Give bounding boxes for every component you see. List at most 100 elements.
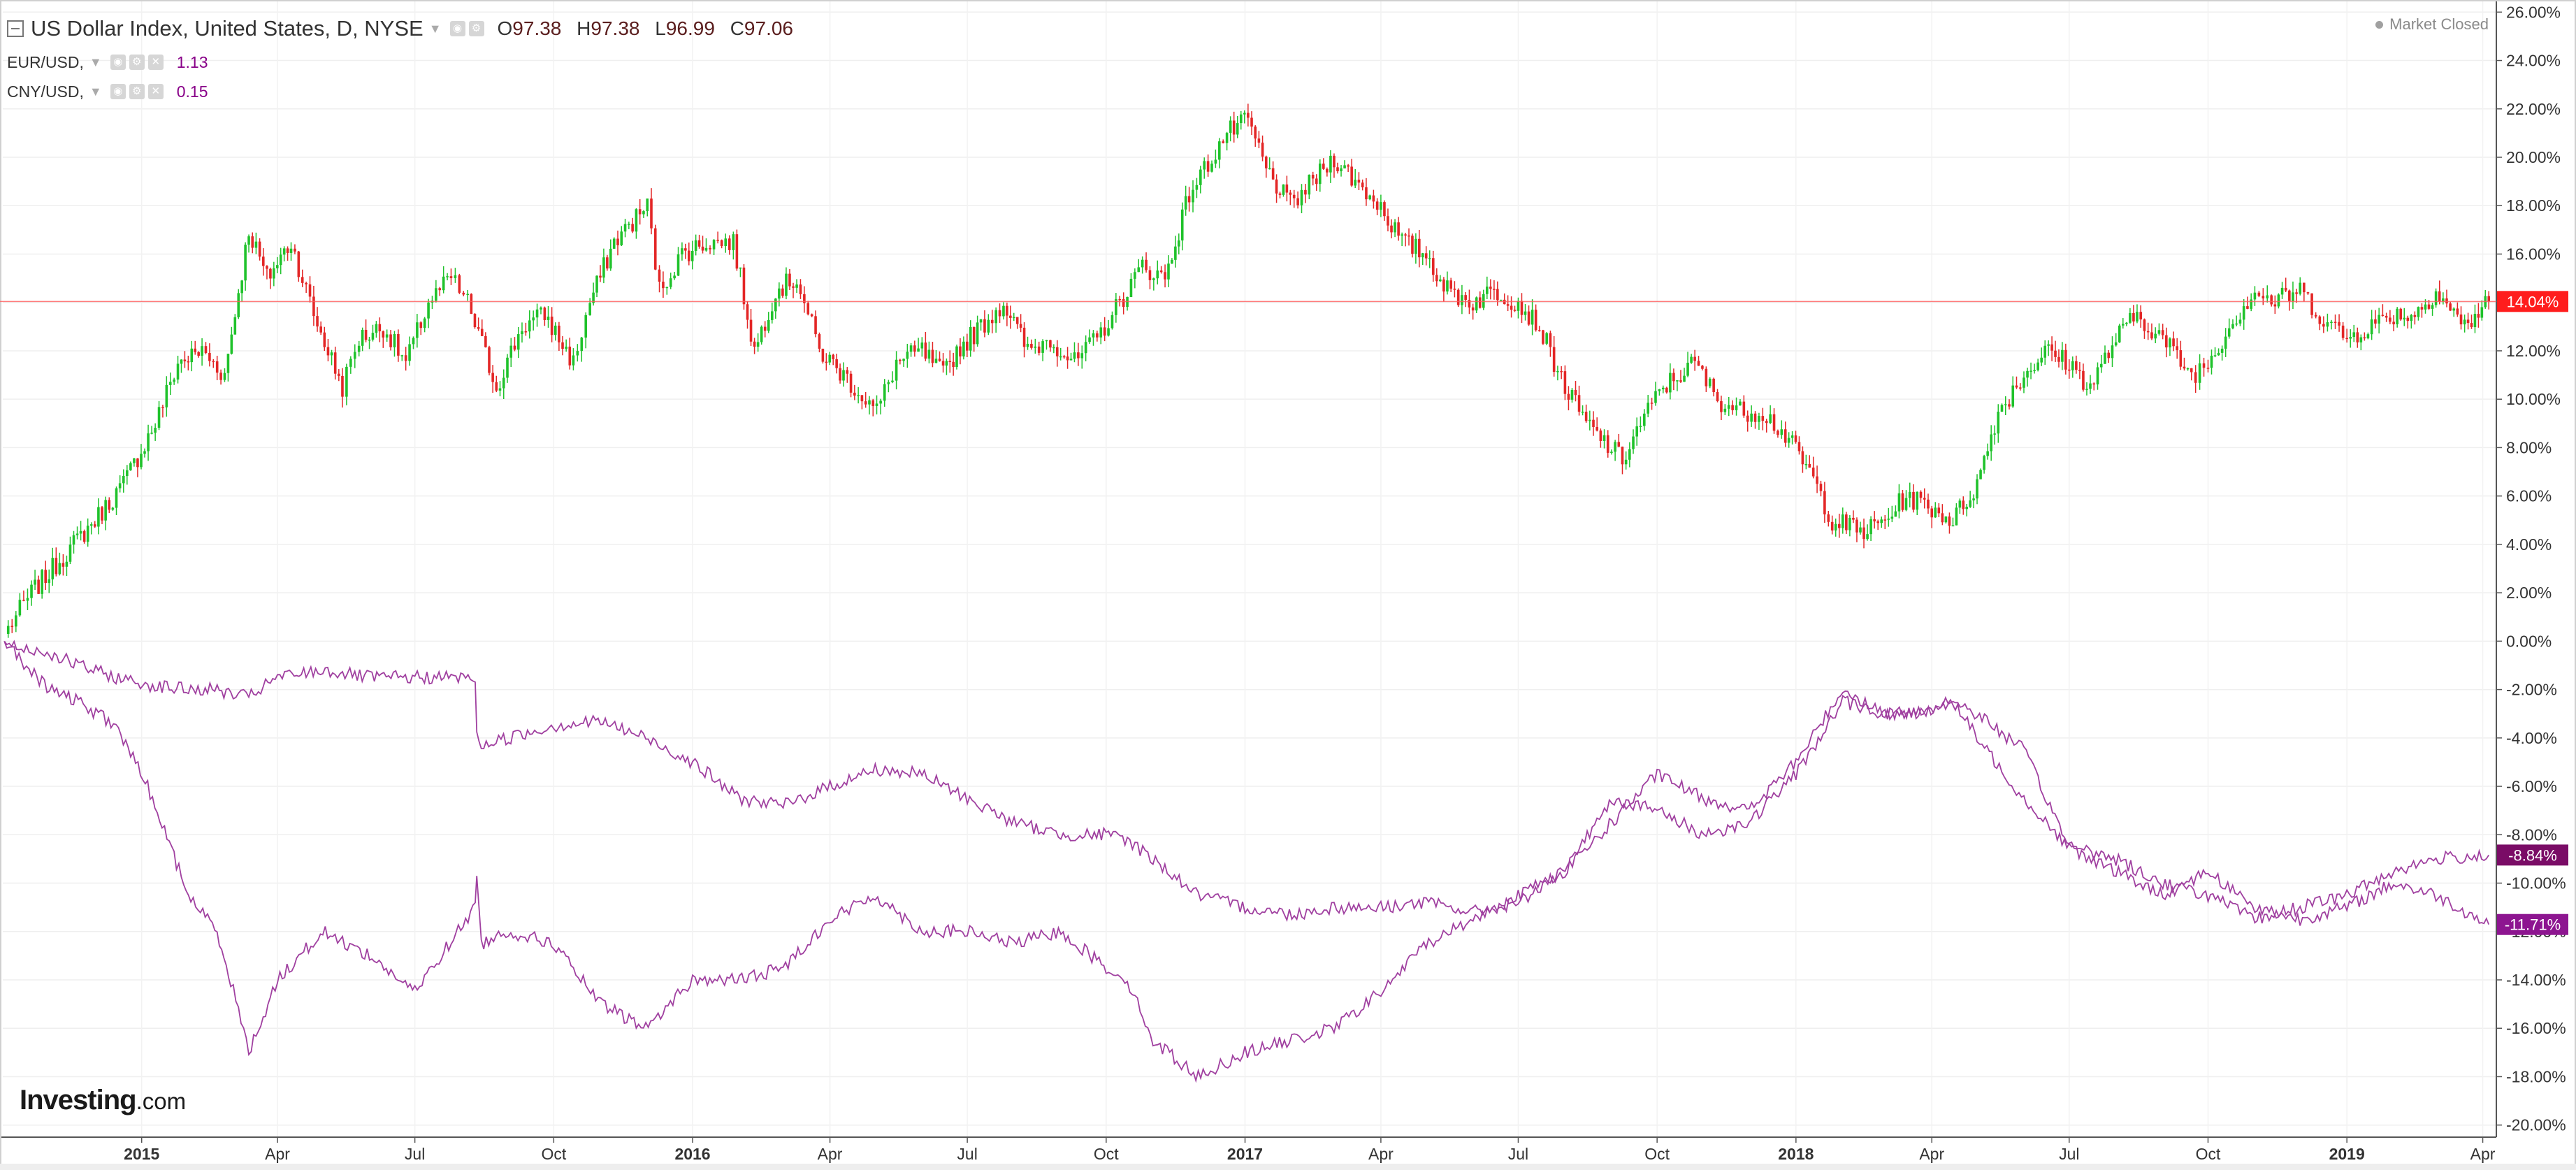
eye-icon[interactable]: ◉ (110, 55, 126, 70)
settings-icon[interactable]: ⚙ (468, 21, 484, 36)
candle-body (2341, 325, 2345, 338)
candle-body (966, 341, 969, 351)
candle-body (147, 433, 150, 452)
candle-body (767, 319, 770, 331)
candle-body (972, 326, 976, 345)
candle-body (1464, 295, 1467, 301)
candle-body (2075, 361, 2078, 370)
candle-body (1250, 117, 1253, 127)
chevron-down-icon[interactable]: ▼ (428, 21, 442, 36)
candle-body (2385, 315, 2388, 318)
main-series-title[interactable]: US Dollar Index, United States, D, NYSE (31, 16, 424, 41)
settings-icon[interactable]: ⚙ (129, 84, 145, 99)
candle-body (2054, 350, 2057, 357)
candle-body (2000, 405, 2004, 412)
eye-icon[interactable]: ◉ (110, 84, 126, 99)
candle-body (1683, 375, 1686, 382)
candle-body (1693, 356, 1696, 361)
candle-body (835, 359, 838, 368)
candle-body (1758, 416, 1760, 422)
candle-body (353, 352, 356, 359)
overlay-label[interactable]: CNY/USD, (7, 82, 84, 101)
settings-icon[interactable]: ⚙ (129, 55, 145, 70)
candle-body (1080, 353, 1084, 359)
candle-body (1177, 240, 1180, 247)
candle-body (2107, 352, 2111, 359)
candle-body (1397, 222, 1400, 236)
candle-body (1665, 387, 1668, 393)
candle-body (1944, 516, 1948, 523)
candle-body (1560, 370, 1563, 373)
candle-body (129, 463, 132, 470)
candle-body (2322, 324, 2325, 327)
open-label: O (497, 17, 513, 39)
candle-body (732, 234, 735, 250)
candle-body (1901, 493, 1904, 510)
candle-body (883, 384, 886, 401)
high-label: H (577, 17, 591, 39)
candle-body (785, 273, 788, 296)
candle-body (952, 361, 955, 368)
chevron-down-icon[interactable]: ▼ (89, 55, 102, 69)
candle-body (1542, 330, 1544, 344)
candle-body (183, 359, 187, 361)
candle-body (1614, 442, 1616, 452)
candle-body (1428, 258, 1431, 259)
candle-body (1236, 123, 1239, 135)
x-tick-label: Apr (818, 1145, 843, 1163)
close-icon[interactable]: ✕ (147, 55, 164, 70)
ohlc-values: O97.38 H97.38 L96.99 C97.06 (498, 17, 803, 40)
candle-body (2366, 334, 2370, 339)
candle-body (814, 316, 817, 335)
series-line-cnyusd (3, 641, 2490, 1083)
candle-body (1830, 521, 1834, 530)
candle-body (558, 325, 560, 342)
close-icon[interactable]: ✕ (147, 84, 164, 99)
candle-body (2210, 355, 2213, 368)
candle-body (1624, 459, 1628, 465)
candle-body (1517, 301, 1520, 311)
candle-body (1380, 202, 1382, 210)
candle-body (2213, 355, 2217, 356)
candle-body (2238, 319, 2242, 324)
legend-overlay-eurusd: EUR/USD, ▼ ◉ ⚙ ✕ 1.13 (7, 48, 803, 77)
candle-body (1883, 519, 1887, 521)
candle-body (2273, 304, 2277, 307)
candle-body (1092, 333, 1095, 338)
candle-body (273, 268, 275, 279)
brand-logo[interactable]: Investing.com (20, 1085, 186, 1116)
candle-body (1934, 507, 1937, 518)
candle-body (2330, 322, 2333, 324)
candle-body (1239, 114, 1243, 124)
candle-body (739, 267, 742, 269)
candle-body (2220, 348, 2224, 353)
eye-icon[interactable]: ◉ (449, 21, 465, 36)
candle-body (2427, 304, 2431, 309)
candle-body (2306, 292, 2310, 294)
candle-body (716, 240, 719, 241)
candle-body (1990, 434, 1992, 452)
candle-body (176, 363, 180, 380)
candle-body (1808, 464, 1811, 468)
candle-body (2284, 287, 2287, 291)
candle-body (1232, 120, 1236, 135)
candle-body (1187, 196, 1191, 203)
chevron-down-icon[interactable]: ▼ (89, 84, 102, 99)
candle-body (1372, 195, 1375, 202)
candle-body (1037, 346, 1041, 353)
candle-body (879, 400, 882, 404)
candle-body (1292, 194, 1296, 198)
candle-body (1650, 403, 1654, 404)
candle-body (1716, 392, 1719, 401)
candle-body (502, 377, 505, 389)
candle-body (1489, 287, 1492, 289)
candle-body (230, 334, 233, 354)
candle-body (969, 326, 972, 351)
collapse-icon[interactable] (7, 20, 24, 37)
candle-body (895, 359, 898, 381)
y-tick-label: -10.00% (2506, 874, 2566, 893)
candle-body (828, 354, 832, 363)
overlay-label[interactable]: EUR/USD, (7, 52, 84, 71)
